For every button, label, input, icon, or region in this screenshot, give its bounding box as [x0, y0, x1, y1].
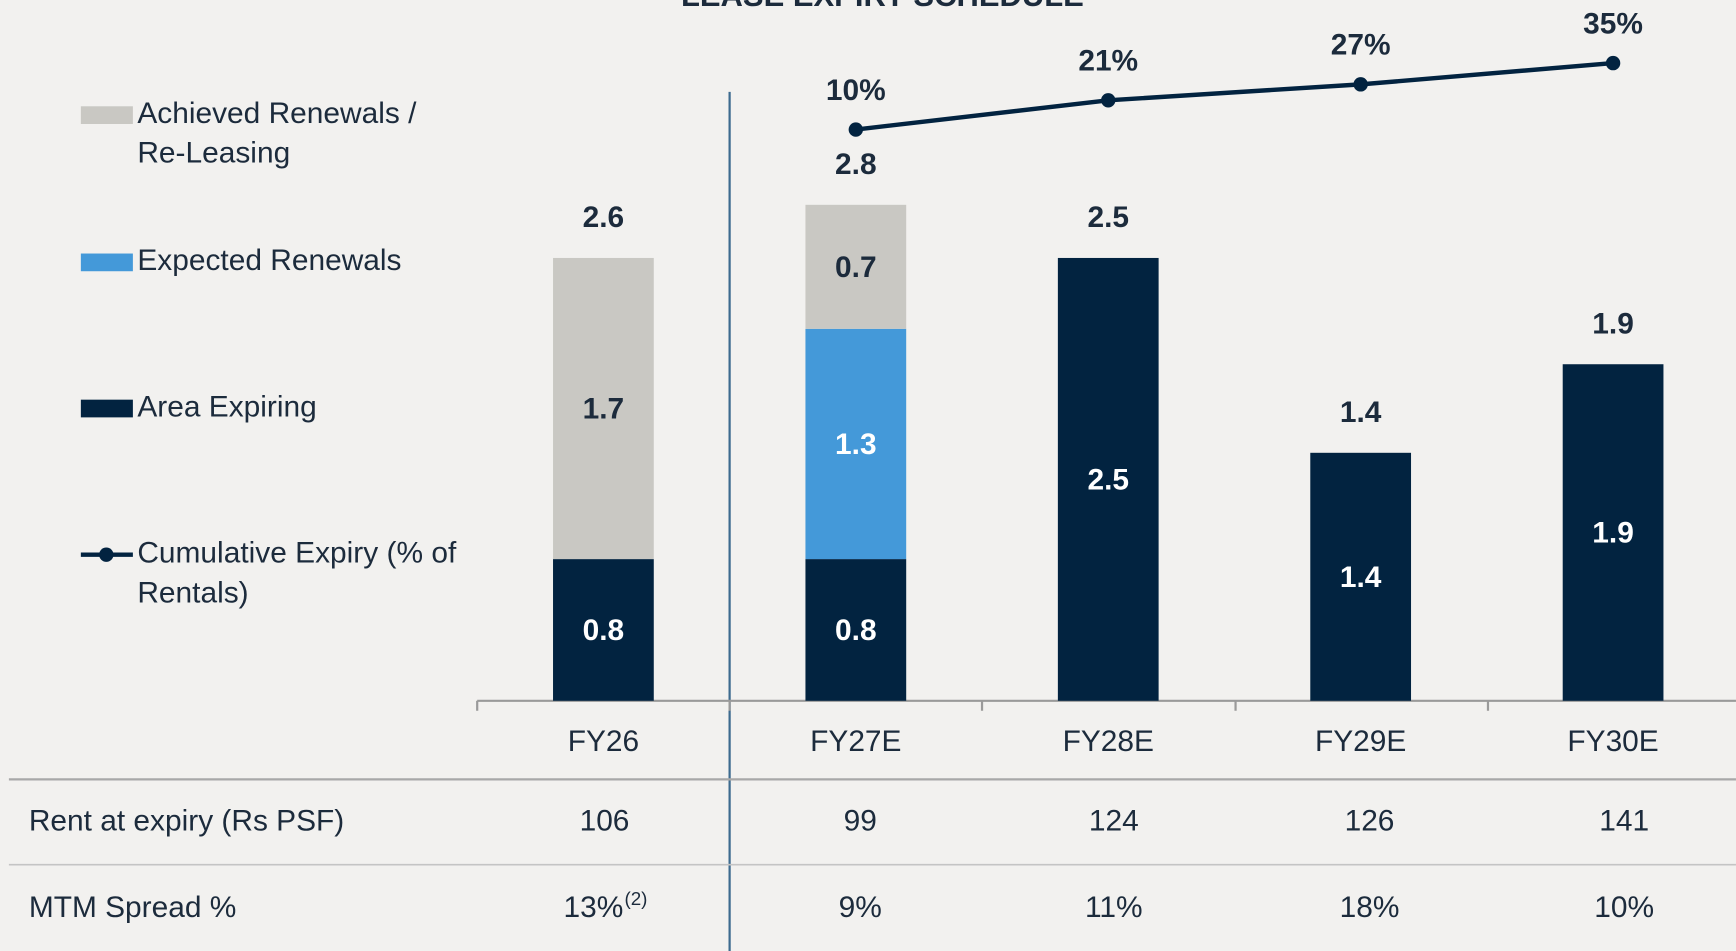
bar-segment [553, 257, 654, 560]
bar-segment [1310, 452, 1412, 701]
bar-segment [1057, 257, 1159, 701]
table-cell: 10% [1594, 891, 1654, 924]
row-label: Rent at expiry (Rs PSF) [29, 804, 344, 837]
bar-label: 0.8 [835, 614, 877, 647]
line-point [1605, 55, 1621, 71]
row-label: MTM Spread % [29, 891, 237, 924]
bar-segment [553, 559, 654, 701]
bar-label: 1.9 [1592, 517, 1634, 550]
legend-label: Expected Renewals [137, 243, 402, 277]
bar-segment [805, 328, 907, 560]
line-label: 10% [826, 74, 886, 107]
legend-label: Achieved Renewals / Re-Leasing [137, 96, 417, 170]
table-cell: 11% [1085, 891, 1143, 924]
table-cell: 126 [1345, 804, 1395, 837]
legend-item: Expected Renewals [137, 243, 402, 277]
total-label: 1.9 [1592, 307, 1634, 340]
line-point [1101, 93, 1116, 108]
table-cell: 124 [1089, 804, 1139, 837]
chart-title: LEASE EXPIRY SCHEDULE [681, 0, 1084, 13]
bar-label: 1.4 [1340, 561, 1382, 594]
x-tick-label: FY30E [1567, 725, 1658, 758]
bar-segment [1562, 364, 1664, 701]
bar-segment [805, 204, 907, 329]
bar-label: 1.7 [583, 393, 625, 426]
legend-item: Achieved Renewals / Re-Leasing [137, 96, 417, 170]
legend-label: Area Expiring [137, 389, 317, 423]
bar-label: 1.3 [835, 428, 877, 461]
legend-swatch [80, 253, 133, 272]
x-tick-label: FY28E [1063, 725, 1154, 758]
bar-label: 0.7 [835, 251, 877, 284]
legend-swatch [80, 106, 133, 124]
table-cell: 141 [1599, 804, 1649, 837]
table-cell: 99 [844, 804, 877, 837]
legend-swatch [99, 547, 114, 562]
table-cell: 106 [580, 804, 630, 837]
legend-item: Area Expiring [137, 389, 317, 423]
total-label: 1.4 [1340, 396, 1382, 429]
total-label: 2.5 [1087, 201, 1129, 234]
bar-label: 0.8 [583, 614, 625, 647]
line-label: 27% [1331, 29, 1391, 62]
table-cell: 13% [564, 891, 624, 924]
x-tick-label: FY29E [1315, 725, 1406, 758]
line-point [1353, 77, 1368, 92]
cumulative-line [855, 60, 1614, 132]
bar-label: 2.5 [1087, 463, 1129, 496]
table-cell: 9% [839, 891, 882, 924]
legend-swatch [80, 399, 133, 418]
x-tick-label: FY27E [810, 725, 901, 758]
legend-label: Cumulative Expiry (% of Rentals) [137, 535, 457, 609]
line-point [848, 122, 864, 137]
bar-segment [805, 559, 907, 701]
line-label: 35% [1583, 7, 1643, 40]
footnote-mark: (2) [624, 888, 647, 909]
legend-item: Cumulative Expiry (% of Rentals) [137, 535, 457, 609]
x-tick-label: FY26 [568, 725, 639, 758]
table-cell: 18% [1340, 891, 1400, 924]
total-label: 2.8 [835, 148, 877, 181]
total-label: 2.6 [583, 201, 625, 234]
line-label: 21% [1078, 45, 1138, 78]
